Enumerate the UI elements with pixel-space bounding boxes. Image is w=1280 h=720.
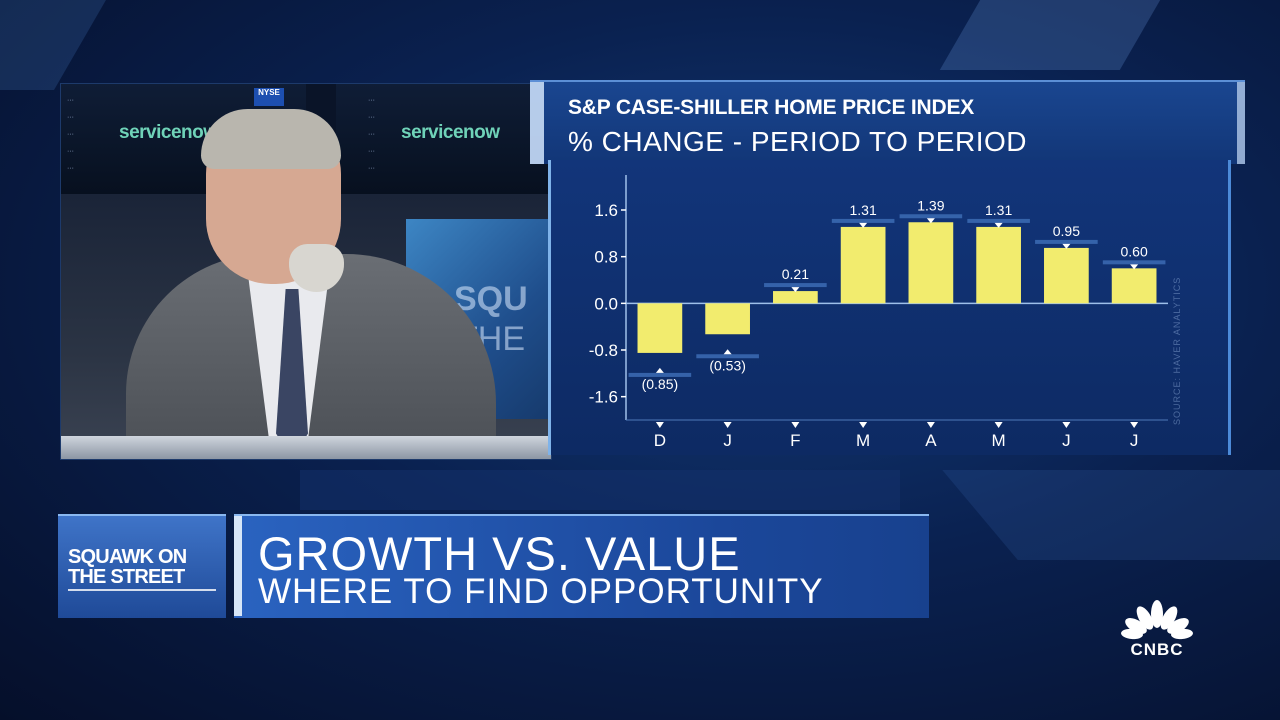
x-tick bbox=[859, 422, 868, 428]
show-logo-line1: SQUAWK ON bbox=[68, 546, 187, 568]
show-logo-underline bbox=[68, 589, 216, 591]
value-label-pointer bbox=[655, 367, 664, 373]
bar bbox=[840, 226, 886, 304]
anchor-beard bbox=[289, 244, 344, 292]
bar bbox=[637, 303, 683, 353]
x-tick-label: F bbox=[790, 431, 800, 450]
anchor-video-panel: ··· ··· ··· ··· ··· servicenow NYSE ··· ··· ··… bbox=[60, 83, 552, 460]
value-label-tab bbox=[831, 218, 895, 223]
headline-bar: GROWTH VS. VALUE WHERE TO FIND OPPORTUNI… bbox=[234, 514, 929, 618]
value-label-pointer bbox=[1130, 264, 1139, 270]
x-tick-label: J bbox=[1130, 431, 1139, 450]
y-tick-label: -0.8 bbox=[589, 341, 618, 360]
y-tick-label: 0.8 bbox=[594, 248, 618, 267]
value-label-tab bbox=[899, 214, 963, 219]
value-label: (0.53) bbox=[709, 357, 746, 373]
x-tick bbox=[723, 422, 732, 428]
cnbc-logo-text: CNBC bbox=[1130, 640, 1184, 659]
value-label-tab bbox=[1102, 260, 1166, 265]
value-label: 0.95 bbox=[1053, 223, 1080, 239]
x-tick bbox=[655, 422, 664, 428]
exchange-screen-right: ··· ··· ··· ··· ··· servicenow bbox=[336, 84, 551, 194]
wall-screen-text: SQU bbox=[454, 280, 528, 318]
value-label: 0.21 bbox=[782, 266, 809, 282]
nyse-tag: NYSE bbox=[254, 88, 284, 106]
x-tick-label: M bbox=[856, 431, 870, 450]
value-label-tab bbox=[967, 218, 1030, 223]
screen-numbers: ··· ··· ··· ··· ··· bbox=[67, 97, 74, 172]
bar bbox=[705, 303, 750, 335]
x-tick-label: D bbox=[654, 431, 666, 450]
value-label: 1.39 bbox=[917, 197, 944, 213]
value-label-tab bbox=[1035, 239, 1098, 244]
x-tick-label: J bbox=[1062, 431, 1071, 450]
bar bbox=[976, 226, 1021, 304]
y-tick-label: 0.0 bbox=[594, 294, 618, 313]
screen-numbers: ··· ··· ··· ··· ··· bbox=[368, 97, 375, 172]
y-tick-label: 1.6 bbox=[594, 201, 618, 220]
x-tick-label: J bbox=[723, 431, 732, 450]
value-label: 1.31 bbox=[985, 202, 1012, 218]
value-label-tab bbox=[628, 372, 692, 377]
x-tick bbox=[994, 422, 1003, 428]
value-label-pointer bbox=[723, 349, 732, 355]
show-logo: SQUAWK ON THE STREET bbox=[58, 514, 226, 618]
value-label-pointer bbox=[1062, 243, 1071, 249]
bar-chart: 1.6 0.8 0.0 -0.8 -1.6 (0.85) D (0.53) J 0.21 F 1.31… bbox=[589, 175, 1168, 450]
value-label-pointer bbox=[926, 218, 935, 224]
value-label: (0.85) bbox=[642, 376, 679, 392]
chart-source: SOURCE: HAVER ANALYTICS bbox=[1172, 276, 1182, 425]
x-tick bbox=[926, 422, 935, 428]
bar bbox=[1044, 247, 1089, 304]
screen-brand-right: servicenow bbox=[401, 122, 500, 143]
background-beam bbox=[942, 470, 1280, 560]
anchor-hair bbox=[201, 109, 341, 169]
y-tick-label: -1.6 bbox=[589, 388, 618, 407]
x-tick bbox=[1130, 422, 1139, 428]
chart-subtitle: % CHANGE - PERIOD TO PERIOD bbox=[568, 126, 1027, 157]
chart-title: S&P CASE-SHILLER HOME PRICE INDEX bbox=[568, 96, 975, 119]
screen-brand-left: servicenow bbox=[119, 122, 218, 143]
bar bbox=[773, 291, 818, 304]
background-beam bbox=[0, 0, 106, 90]
x-tick-label: M bbox=[992, 431, 1006, 450]
value-label: 0.60 bbox=[1121, 243, 1148, 259]
bar bbox=[908, 222, 954, 304]
value-label-pointer bbox=[791, 287, 800, 293]
chart-header: S&P CASE-SHILLER HOME PRICE INDEX % CHAN… bbox=[530, 80, 1245, 164]
headline: GROWTH VS. VALUE bbox=[258, 527, 741, 580]
x-tick-label: A bbox=[925, 431, 937, 450]
anchor-desk bbox=[61, 436, 551, 459]
value-label-pointer bbox=[859, 222, 868, 228]
show-logo-line2: THE STREET bbox=[68, 566, 185, 588]
value-label-tab bbox=[764, 283, 827, 288]
bar bbox=[1111, 268, 1157, 304]
value-label-pointer bbox=[994, 222, 1003, 228]
value-label: 1.31 bbox=[850, 202, 877, 218]
background-band bbox=[300, 470, 900, 510]
background-beam bbox=[939, 0, 1161, 70]
cnbc-peacock-icon bbox=[1121, 600, 1193, 640]
subheadline: WHERE TO FIND OPPORTUNITY bbox=[258, 572, 824, 611]
x-tick bbox=[1062, 422, 1071, 428]
value-label-tab bbox=[696, 354, 759, 359]
x-tick bbox=[791, 422, 800, 428]
